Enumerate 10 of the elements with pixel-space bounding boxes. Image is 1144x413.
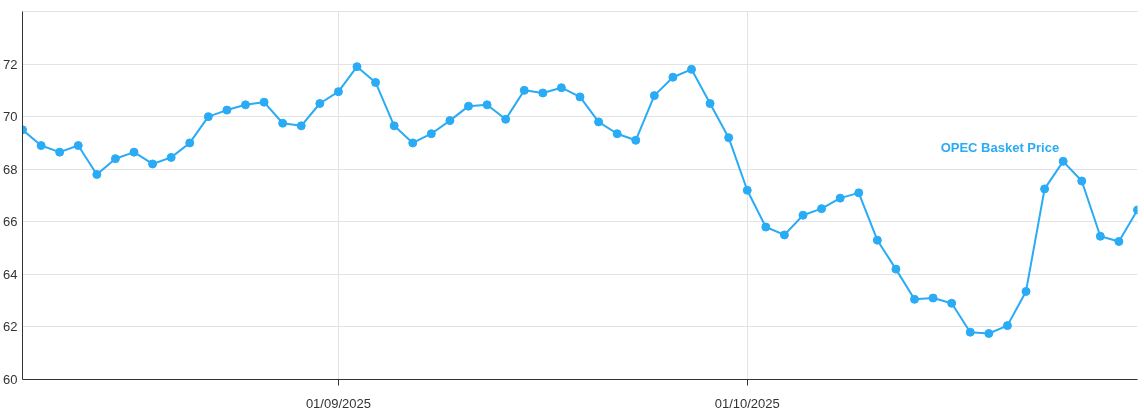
y-tick-label: 66 (3, 214, 18, 230)
x-tick-label: 01/09/2025 (305, 395, 371, 411)
y-tick-label: 62 (3, 319, 18, 335)
y-tick-label: 72 (3, 56, 18, 72)
series-label: OPEC Basket Price (940, 140, 1060, 156)
y-tick-label: 70 (3, 109, 18, 125)
y-tick-label: 60 (3, 372, 18, 387)
y-tick-label: 68 (3, 161, 18, 177)
y-tick-label: 64 (3, 266, 18, 282)
x-tick-label: 01/10/2025 (714, 395, 780, 411)
